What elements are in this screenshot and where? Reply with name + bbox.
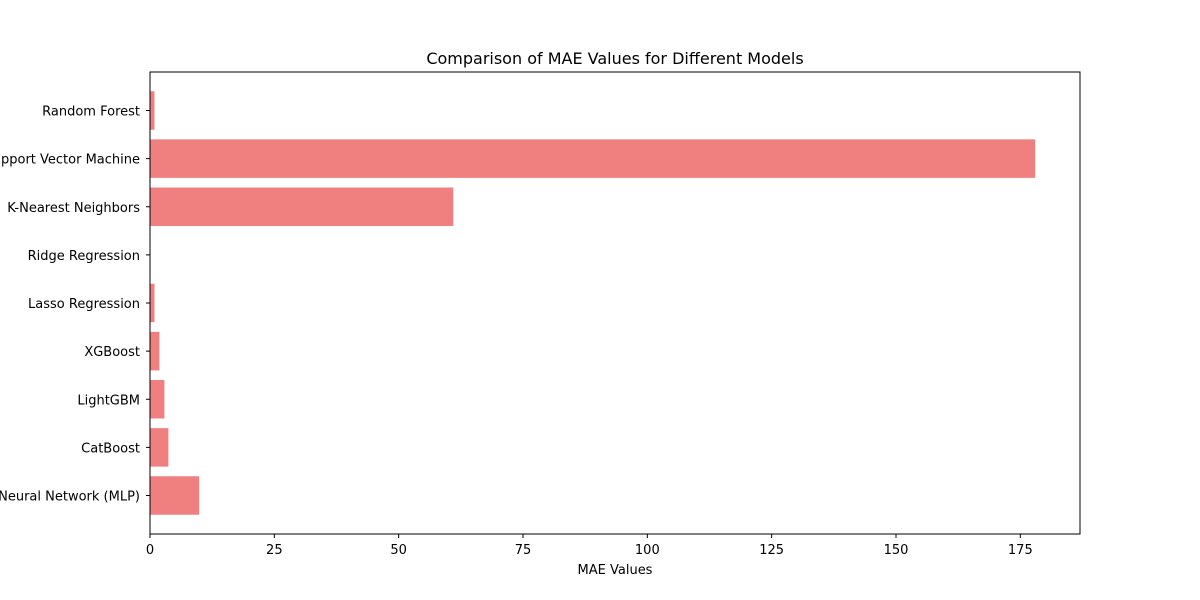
x-tick-label: 175 [1008,543,1033,558]
y-tick-label: Neural Network (MLP) [0,490,140,505]
bar [150,476,200,515]
y-tick-label: Support Vector Machine [0,153,140,168]
x-tick-label: 125 [759,543,784,558]
x-tick-label: 100 [635,543,660,558]
y-tick-label: Lasso Regression [28,297,140,312]
bar [150,91,155,130]
y-tick-label: CatBoost [81,441,140,456]
bars-group [150,91,1036,515]
y-tick-label: XGBoost [84,345,140,360]
chart-title: Comparison of MAE Values for Different M… [426,49,803,68]
x-axis-label: MAE Values [578,563,653,578]
bar [150,428,169,467]
bar [150,139,1036,178]
x-tick-label: 150 [884,543,909,558]
y-axis-ticks: Random Forest Support Vector Machine K-Nea… [0,105,150,505]
x-tick-label: 0 [146,543,154,558]
x-tick-label: 50 [390,543,407,558]
bar [150,380,165,419]
y-tick-label: LightGBM [77,393,140,408]
y-tick-label: K-Nearest Neighbors [7,201,140,216]
x-axis-ticks: 0 25 50 75 100 125 150 175 [146,534,1033,558]
y-tick-label: Random Forest [42,105,140,120]
x-tick-label: 75 [515,543,532,558]
y-tick-label: Ridge Regression [28,249,140,264]
bar [150,187,454,226]
x-tick-label: 25 [266,543,283,558]
bar [150,331,160,371]
bar [150,283,155,323]
